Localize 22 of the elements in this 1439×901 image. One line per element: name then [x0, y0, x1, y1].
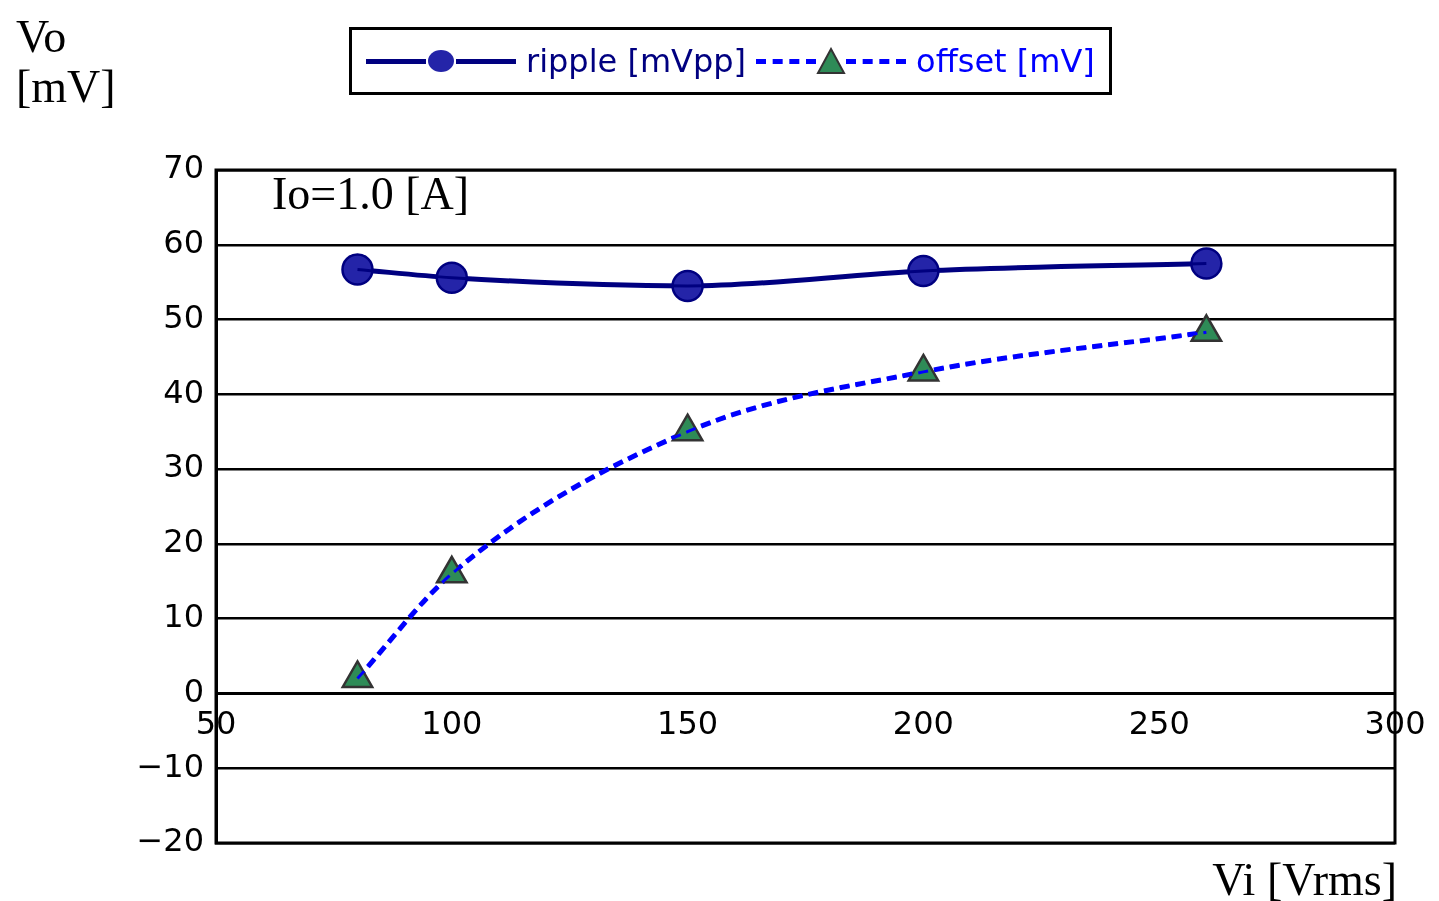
- y-tick-label: −10: [136, 746, 204, 785]
- y-tick-label: 30: [163, 447, 204, 486]
- x-tick-label: 150: [657, 703, 719, 742]
- y-tick-label: 40: [163, 372, 204, 411]
- y-axis-title: Vo [mV]: [16, 11, 116, 112]
- y-tick-label: 50: [163, 297, 204, 336]
- y-tick-label: 60: [163, 223, 204, 262]
- x-tick-label: 250: [1128, 703, 1190, 742]
- point: [341, 253, 374, 286]
- x-axis-title: Vi [Vrms]: [1212, 854, 1397, 901]
- legend-label: offset [mV]: [916, 42, 1095, 80]
- x-tick-label: 100: [421, 703, 483, 742]
- y-tick-label: 20: [163, 522, 204, 561]
- x-tick-label: 200: [892, 703, 954, 742]
- y-tick-label: 70: [163, 148, 204, 187]
- point: [341, 660, 374, 689]
- annotation: Io=1.0 [A]: [272, 168, 470, 220]
- y-tick-label: 10: [163, 596, 204, 635]
- point: [1190, 247, 1223, 280]
- y-tick-label: 0: [183, 671, 204, 710]
- legend-label: ripple [mVpp]: [526, 42, 747, 80]
- y-tick-label: −20: [136, 821, 204, 860]
